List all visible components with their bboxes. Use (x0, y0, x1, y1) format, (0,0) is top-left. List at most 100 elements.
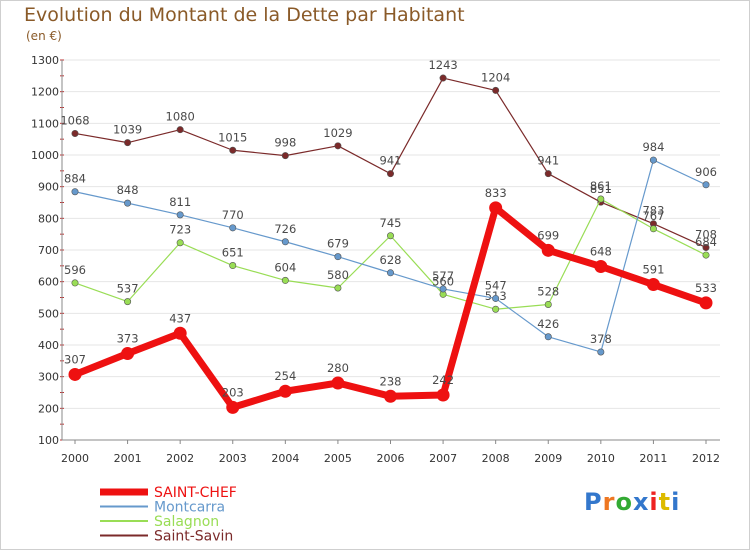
data-point (492, 86, 500, 94)
data-label: 848 (117, 183, 139, 197)
legend-label: Saint-Savin (154, 529, 233, 545)
data-point (173, 326, 187, 340)
data-label: 651 (222, 246, 244, 260)
data-point (597, 348, 605, 356)
y-tick-label: 1100 (31, 117, 59, 130)
data-label: 203 (222, 385, 244, 399)
data-point (176, 126, 184, 134)
data-point (489, 201, 503, 215)
data-point (176, 239, 184, 247)
data-point (541, 243, 555, 257)
x-tick-label: 2010 (587, 452, 615, 465)
data-label: 426 (537, 317, 559, 331)
data-label: 378 (590, 332, 612, 346)
data-label: 1243 (428, 58, 457, 72)
y-tick-label: 500 (38, 307, 59, 320)
data-label: 884 (64, 172, 86, 186)
data-label: 242 (432, 373, 454, 387)
data-label: 767 (642, 209, 664, 223)
data-point (649, 225, 657, 233)
legend-label: Montcarra (154, 500, 225, 516)
logo-letter: i (649, 488, 659, 516)
data-point (278, 384, 292, 398)
data-label: 998 (274, 136, 296, 150)
data-point (544, 170, 552, 178)
x-tick-label: 2009 (534, 452, 562, 465)
data-label: 604 (274, 260, 296, 274)
data-label: 679 (327, 237, 349, 251)
y-tick-label: 700 (38, 244, 59, 257)
y-tick-label: 1300 (31, 54, 59, 67)
data-label: 984 (642, 140, 664, 154)
data-point (384, 389, 397, 403)
data-label: 708 (695, 227, 717, 241)
data-label: 811 (169, 195, 191, 209)
x-tick-label: 2005 (324, 452, 352, 465)
logo-letter: t (658, 488, 672, 516)
data-label: 851 (590, 182, 612, 196)
data-label: 1080 (166, 110, 195, 124)
data-label: 906 (695, 165, 717, 179)
x-tick-label: 2001 (114, 452, 142, 465)
data-point (386, 170, 394, 178)
data-label: 684 (695, 235, 717, 249)
x-tick-label: 2002 (166, 452, 194, 465)
data-point (492, 294, 500, 302)
data-label: 580 (327, 268, 349, 282)
logo-letter: r (602, 488, 616, 516)
data-label: 560 (432, 274, 454, 288)
data-label: 238 (380, 374, 402, 388)
series-saint-savin: 1068 1039 1080 1015 998 1029 941 1243 1204 941 851… (60, 58, 717, 251)
data-label: 861 (590, 179, 612, 193)
y-tick-label: 200 (38, 402, 59, 415)
data-point (702, 181, 710, 189)
data-point (176, 211, 184, 219)
data-label: 941 (537, 154, 559, 168)
series-saint-chef: 307 373 437 203 254 280 238 242 833 699 648 591 533 (64, 186, 717, 414)
series-montcarra: 884 848 811 770 726 679 628 577 547 426 378 984 906 (64, 140, 717, 356)
data-point (439, 74, 447, 82)
chart-title: Evolution du Montant de la Dette par Hab… (24, 4, 465, 26)
x-tick-label: 2008 (482, 452, 510, 465)
data-label: 770 (222, 208, 244, 222)
x-tick-label: 2003 (219, 452, 247, 465)
data-point (124, 298, 132, 306)
data-label: 280 (327, 361, 349, 375)
data-point (544, 300, 552, 308)
data-point (281, 152, 289, 160)
logo-letter: P (584, 488, 603, 516)
y-tick-label: 900 (38, 181, 59, 194)
y-tick-label: 100 (38, 434, 59, 447)
data-point (702, 251, 710, 259)
data-point (334, 284, 342, 292)
data-point (699, 296, 713, 310)
legend-label: SAINT-CHEF (154, 485, 237, 501)
logo-letter: i (671, 488, 681, 516)
y-tick-label: 400 (38, 339, 59, 352)
legend-label: Salagnon (154, 514, 219, 530)
data-label: 537 (117, 282, 139, 296)
data-label: 745 (380, 216, 402, 230)
data-label: 783 (642, 204, 664, 218)
data-label: 533 (695, 281, 717, 295)
data-point (226, 400, 240, 414)
data-label: 577 (432, 269, 454, 283)
data-point (124, 139, 132, 147)
x-tick-label: 2007 (429, 452, 457, 465)
data-point (124, 199, 132, 207)
data-label: 1039 (113, 123, 142, 137)
data-label: 591 (642, 263, 664, 277)
x-tick-label: 2011 (639, 452, 667, 465)
y-tick-label: 300 (38, 371, 59, 384)
data-label: 547 (485, 278, 507, 292)
chart-subtitle: (en €) (26, 29, 62, 43)
data-point (229, 146, 237, 154)
data-point (439, 285, 447, 293)
data-label: 596 (64, 263, 86, 277)
y-tick-label: 600 (38, 276, 59, 289)
data-point (281, 238, 289, 246)
data-label: 373 (117, 332, 139, 346)
data-point (68, 367, 82, 381)
data-point (281, 276, 289, 284)
